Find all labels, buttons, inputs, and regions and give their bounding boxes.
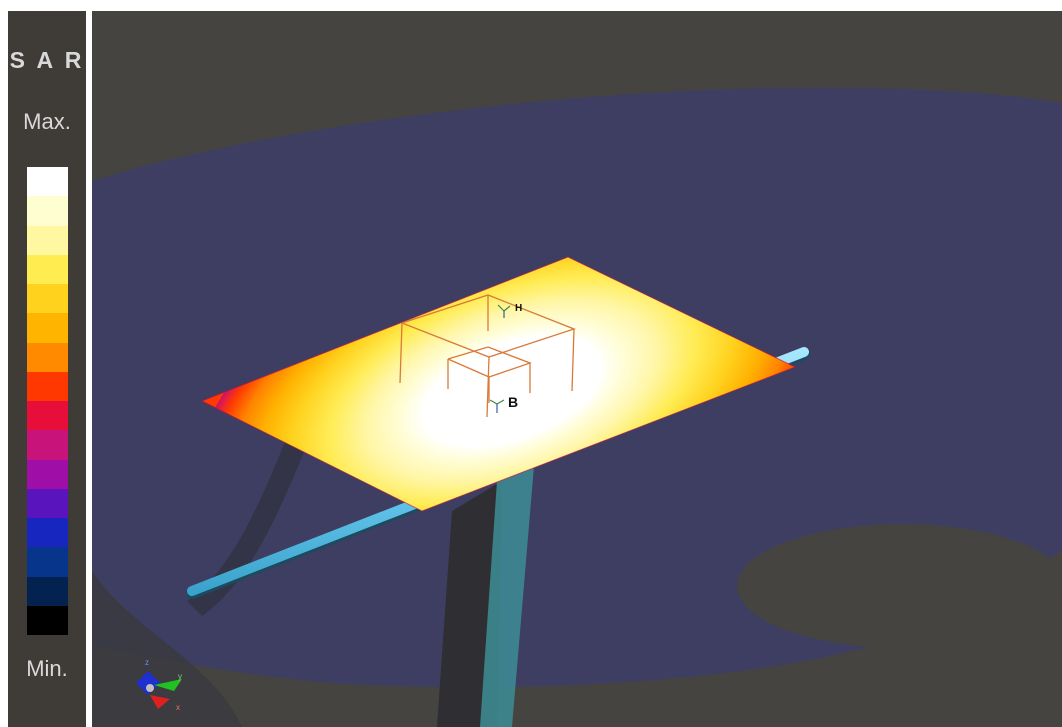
sar-surface-edge (200, 256, 797, 512)
color-scale-swatch (27, 518, 68, 548)
color-scale-swatch (27, 401, 68, 431)
color-scale-swatch (27, 254, 68, 284)
color-scale-swatch (27, 284, 68, 314)
color-scale-swatch (27, 167, 68, 197)
color-scale-swatch (27, 459, 68, 489)
color-scale-bar (27, 167, 68, 635)
3d-viewport[interactable]: H B z y x (92, 11, 1062, 727)
legend-max-label: Max. (23, 109, 71, 134)
marker-h-label: H (515, 303, 522, 314)
scene-svg: H B z y x (92, 87, 1062, 727)
color-scale-swatch (27, 196, 68, 226)
color-scale-swatch (27, 488, 68, 518)
marker-b-label: B (508, 394, 518, 410)
wireframe-boxes (399, 294, 576, 418)
sar-legend-panel: S A R Max. Min. (8, 11, 86, 727)
color-scale-swatch (27, 430, 68, 460)
axis-z-label: z (145, 658, 149, 667)
axis-y-label: y (178, 672, 182, 681)
color-scale-swatch (27, 225, 68, 255)
marker-b: B (489, 394, 518, 413)
axes-widget: z y x (136, 658, 182, 712)
color-scale-swatch (27, 605, 68, 635)
color-scale-swatch (27, 371, 68, 401)
color-scale-swatch (27, 547, 68, 577)
color-scale-swatch (27, 576, 68, 606)
cable-shadow (187, 411, 317, 616)
axis-x-label: x (176, 703, 180, 712)
legend-min-label: Min. (26, 656, 68, 681)
marker-h: H (497, 303, 522, 318)
color-scale-swatch (27, 313, 68, 343)
support-column (480, 466, 534, 727)
shadow-region (92, 571, 242, 727)
legend-title: S A R (9, 47, 85, 73)
color-scale-swatch (27, 342, 68, 372)
phantom-cutout (737, 524, 1062, 648)
